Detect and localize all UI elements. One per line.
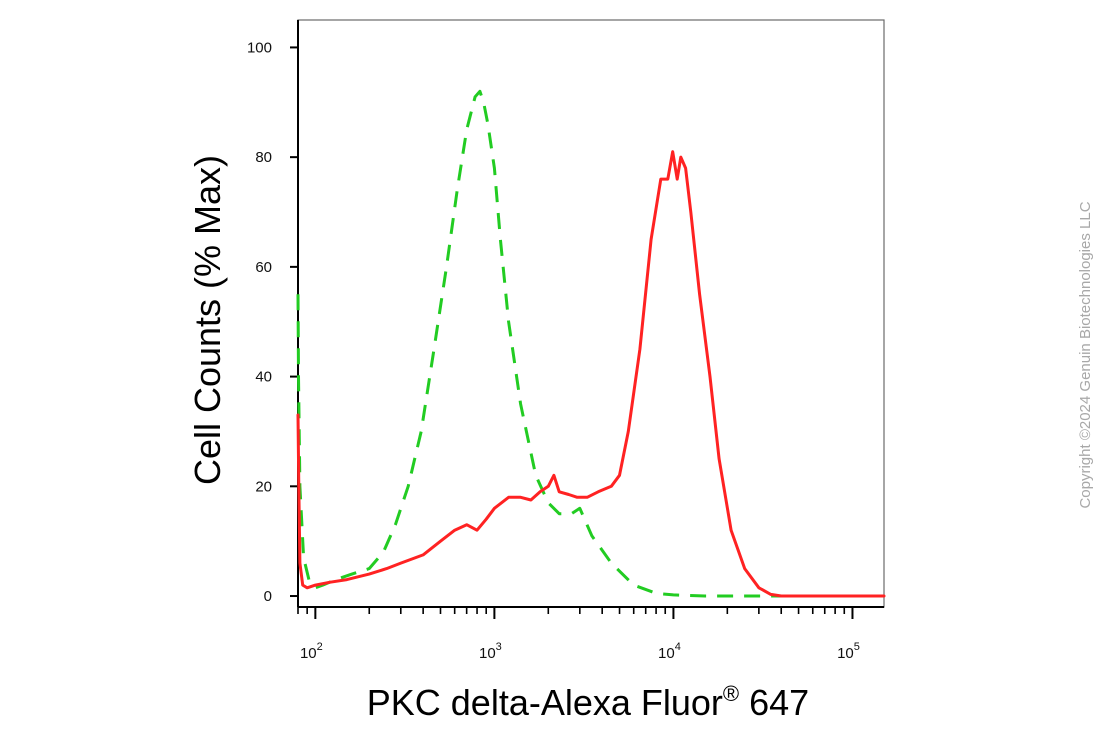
x-axis-title-main: PKC delta-Alexa Fluor <box>367 682 723 723</box>
x-tick-label-exponent: 3 <box>496 641 502 653</box>
x-tick-label-base: 10 <box>479 645 496 662</box>
series-line-1 <box>296 150 886 598</box>
x-tick-label: 104 <box>658 641 681 662</box>
y-axis-title: Cell Counts (% Max) <box>187 155 228 485</box>
x-tick-label-exponent: 5 <box>854 641 860 653</box>
y-ticks: 0 20 40 60 80 100 <box>247 39 298 605</box>
plot-frame <box>297 19 885 608</box>
copyright-watermark: Copyright ©2024 Genuin Biotechnologies L… <box>1077 201 1094 508</box>
x-ticks: 102 103 104 105 <box>297 607 860 662</box>
x-tick-label-exponent: 4 <box>675 641 681 653</box>
series-layer <box>296 89 886 598</box>
x-tick-label-base: 10 <box>837 645 854 662</box>
y-tick-label: 80 <box>255 149 272 166</box>
x-tick-label: 102 <box>300 641 323 662</box>
x-tick-label: 103 <box>479 641 502 662</box>
x-axis-title: PKC delta-Alexa Fluor® 647 <box>367 681 809 723</box>
x-tick-label-base: 10 <box>300 645 317 662</box>
series-line-0 <box>296 89 884 598</box>
y-tick-label: 40 <box>255 369 272 386</box>
y-tick-label: 20 <box>255 478 272 495</box>
y-tick-label: 60 <box>255 259 272 276</box>
y-tick-label: 100 <box>247 39 272 56</box>
x-axis-title-registered: ® <box>723 681 739 706</box>
x-tick-label-exponent: 2 <box>317 641 323 653</box>
x-axis-title-suffix: 647 <box>739 682 809 723</box>
y-tick-label: 0 <box>264 588 272 605</box>
x-tick-label: 105 <box>837 641 860 662</box>
x-tick-label-base: 10 <box>658 645 675 662</box>
